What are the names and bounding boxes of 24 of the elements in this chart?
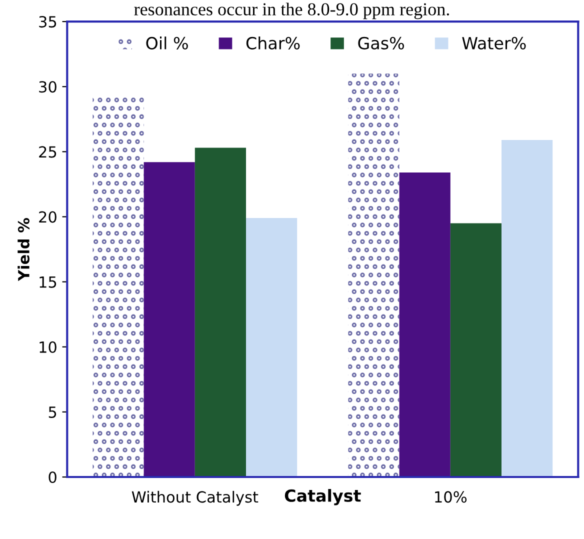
y-tick-label: 20 xyxy=(39,211,56,223)
legend-label: Water% xyxy=(462,36,526,50)
bar xyxy=(502,140,553,478)
y-tick-label: 25 xyxy=(39,146,56,158)
x-tick-label: Without Catalyst xyxy=(132,490,258,506)
legend-label: Gas% xyxy=(358,36,404,50)
bar xyxy=(144,162,195,478)
bar xyxy=(450,223,502,478)
bar xyxy=(246,218,298,478)
y-tick-label: 30 xyxy=(39,81,56,93)
legend-label: Oil % xyxy=(146,36,188,50)
text: resonances occur in the 8.0-9.0 ppm region. xyxy=(134,2,449,20)
y-tick-label: 10 xyxy=(40,341,56,353)
y-tick-label: 15 xyxy=(40,276,56,288)
bar xyxy=(399,172,450,478)
y-tick-label: 0 xyxy=(48,471,56,484)
y-tick-label: 35 xyxy=(39,16,56,28)
bar xyxy=(348,74,400,478)
legend-label: Char% xyxy=(246,36,300,50)
x-tick-label: 10% xyxy=(435,491,467,503)
bar xyxy=(194,148,246,478)
x-axis-title: Catalyst xyxy=(284,489,361,506)
y-tick-label: 5 xyxy=(48,406,56,418)
y-axis-title: Yield % xyxy=(18,218,30,282)
